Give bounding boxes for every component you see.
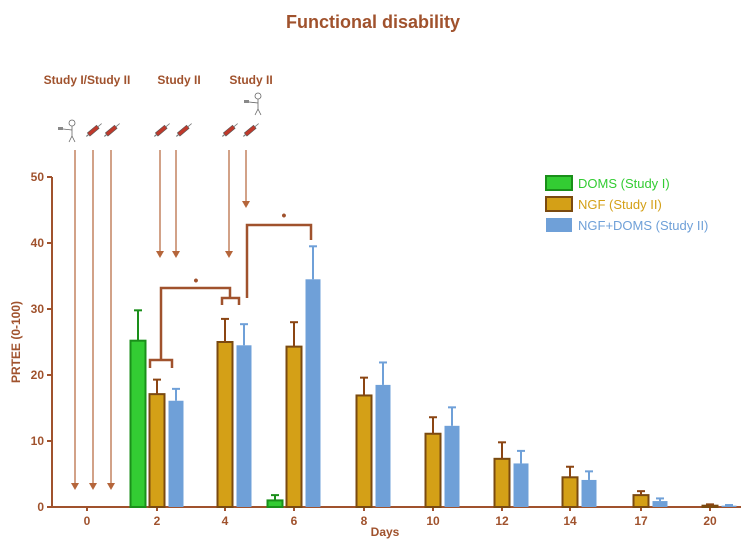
- person-head: [68, 119, 76, 127]
- x-tick-label: 4: [222, 514, 229, 528]
- significance-brackets: ••: [148, 207, 313, 368]
- x-tick-label: 20: [703, 514, 717, 528]
- bracket-day4: [220, 296, 241, 305]
- syringe-barrel: [222, 124, 236, 137]
- x-axis-label: Days: [371, 525, 400, 539]
- bar: [561, 476, 579, 508]
- syringe-plunger: [175, 134, 180, 137]
- syringe-barrel: [176, 124, 190, 137]
- bars: [129, 245, 737, 509]
- bar: [375, 384, 391, 507]
- syringe-needle: [97, 123, 102, 128]
- bar: [148, 393, 166, 509]
- study-label-2: Study II: [157, 73, 200, 87]
- syringe-icon: [221, 123, 238, 137]
- y-tick-label: 30: [31, 302, 45, 316]
- significance-mark: •: [282, 207, 287, 223]
- syringe-icon: [175, 123, 192, 137]
- bar: [652, 501, 668, 507]
- exercise-person-icon: [244, 92, 262, 116]
- x-tick-label: 10: [426, 514, 440, 528]
- bar: [513, 463, 529, 507]
- syringe-needle: [254, 123, 259, 128]
- bar: [581, 479, 597, 507]
- study-label-3: Study II: [229, 73, 272, 87]
- legend-swatch: [545, 175, 573, 191]
- bar: [424, 432, 442, 508]
- bar: [305, 279, 321, 507]
- y-axis-label: PRTEE (0-100): [9, 301, 23, 383]
- bar: [129, 339, 147, 508]
- syringe-icon: [153, 123, 170, 137]
- exercise-person-icon: [58, 119, 76, 143]
- axes: 0 10 20 30 40 50 0 2 4 6 8 10 12 14 17 20: [31, 170, 741, 528]
- syringe-plunger: [221, 134, 226, 137]
- injection-arrow-head: [107, 483, 115, 490]
- syringe-icon: [103, 123, 120, 137]
- significance-mark: •: [194, 272, 199, 288]
- syringe-plunger: [242, 134, 247, 137]
- bar: [236, 345, 252, 507]
- bar: [444, 425, 460, 507]
- bar: [168, 400, 184, 507]
- injection-arrow-head: [156, 251, 164, 258]
- syringe-barrel: [154, 124, 168, 137]
- bar: [285, 345, 303, 508]
- bar: [216, 341, 234, 508]
- injection-arrow-head: [225, 251, 233, 258]
- injection-arrow-head: [89, 483, 97, 490]
- y-tick-label: 50: [31, 170, 45, 184]
- syringe-icon: [242, 123, 259, 137]
- legend-swatch: [545, 196, 573, 212]
- y-tick-label: 40: [31, 236, 45, 250]
- x-tick-label: 17: [634, 514, 648, 528]
- x-tick-label: 6: [291, 514, 298, 528]
- syringe-needle: [165, 123, 170, 128]
- legend-label: NGF (Study II): [578, 197, 662, 212]
- bar: [701, 504, 719, 508]
- injection-arrow-head: [71, 483, 79, 490]
- y-tick-label: 10: [31, 434, 45, 448]
- injection-arrow-head: [242, 201, 250, 208]
- legend-label: DOMS (Study I): [578, 176, 670, 191]
- chart-title: Functional disability: [286, 12, 460, 32]
- syringe-barrel: [243, 124, 257, 137]
- bar: [266, 499, 284, 508]
- x-tick-label: 12: [495, 514, 509, 528]
- weight: [58, 127, 63, 130]
- person-body: [62, 126, 76, 143]
- bracket-day4-day6: [245, 223, 313, 298]
- syringe-barrel: [104, 124, 118, 137]
- syringe-barrel: [86, 124, 100, 137]
- weight: [244, 100, 249, 103]
- person-body: [248, 99, 262, 116]
- x-tick-label: 0: [84, 514, 91, 528]
- syringe-needle: [187, 123, 192, 128]
- injection-arrow-head: [172, 251, 180, 258]
- legend-swatch: [546, 218, 572, 232]
- legend-label: NGF+DOMS (Study II): [578, 218, 708, 233]
- syringe-icon: [85, 123, 102, 137]
- y-tick-label: 20: [31, 368, 45, 382]
- syringe-needle: [115, 123, 120, 128]
- bracket-day2: [148, 358, 174, 368]
- syringe-plunger: [153, 134, 158, 137]
- syringe-plunger: [85, 134, 90, 137]
- bar: [355, 394, 373, 508]
- injection-arrows: [58, 92, 262, 490]
- legend: DOMS (Study I) NGF (Study II) NGF+DOMS (St…: [545, 175, 708, 233]
- bar: [721, 505, 737, 507]
- bar: [632, 494, 650, 508]
- syringe-needle: [233, 123, 238, 128]
- study-label-1: Study I/Study II: [44, 73, 131, 87]
- x-tick-label: 8: [361, 514, 368, 528]
- bar: [493, 457, 511, 509]
- bracket-day2-day4: [159, 286, 232, 360]
- x-tick-label: 2: [154, 514, 161, 528]
- syringe-plunger: [103, 134, 108, 137]
- person-head: [254, 92, 262, 100]
- y-tick-label: 0: [37, 500, 44, 514]
- x-tick-label: 14: [563, 514, 577, 528]
